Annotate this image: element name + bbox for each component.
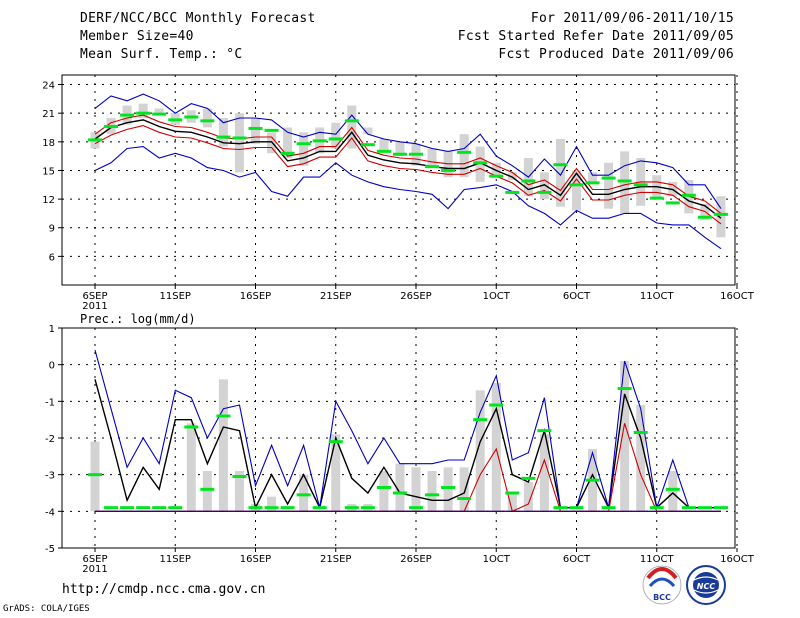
range-bar bbox=[331, 122, 341, 149]
range-bar bbox=[507, 172, 517, 180]
x-tick-label: 11SEP bbox=[160, 291, 191, 302]
temperature-panel: 6 9 12 15 18 21 24 6SEP 11SEP 16SEP 21SEP 26SEP 1OCT… bbox=[42, 74, 755, 312]
range-bar bbox=[234, 113, 244, 173]
range-bar bbox=[331, 434, 341, 512]
x-tick-label: 11OCT bbox=[640, 291, 675, 302]
chart-title: DERF/NCC/BCC Monthly Forecast bbox=[80, 11, 316, 26]
forecast-period: For 2011/09/06-2011/10/15 bbox=[530, 11, 734, 26]
range-bar bbox=[283, 127, 293, 159]
range-bar bbox=[411, 467, 421, 512]
x-tick-label: 6SEP bbox=[82, 291, 107, 302]
variable-label: Mean Surf. Temp.: °C bbox=[80, 47, 243, 62]
member-size: Member Size=40 bbox=[80, 29, 194, 44]
x-tick-label: 1OCT bbox=[483, 291, 511, 302]
range-bar bbox=[234, 471, 244, 512]
series-upper-inner bbox=[94, 114, 722, 214]
y-tick-label: 12 bbox=[42, 195, 55, 206]
series-upper-outer bbox=[94, 93, 722, 209]
range-bar bbox=[620, 361, 630, 512]
range-bar bbox=[459, 467, 469, 512]
range-bar bbox=[251, 117, 260, 144]
range-bar bbox=[555, 138, 565, 207]
x-tick-label: 21SEP bbox=[320, 291, 351, 302]
range-bar bbox=[668, 471, 678, 512]
y-tick-label: -4 bbox=[45, 507, 55, 518]
series-lower-outer bbox=[94, 146, 722, 250]
series-ensemble-mean bbox=[94, 379, 721, 511]
y-tick-label: 18 bbox=[42, 138, 55, 149]
x-tick-label: 26SEP bbox=[400, 554, 431, 565]
x-tick-label: 21SEP bbox=[320, 554, 351, 565]
y-tick-label: 21 bbox=[42, 109, 55, 120]
x-tick-label: 6OCT bbox=[563, 291, 591, 302]
range-bar bbox=[443, 467, 453, 512]
refer-date: Fcst Started Refer Date 2011/09/05 bbox=[457, 29, 734, 44]
range-bar bbox=[427, 471, 437, 512]
series-upper-outer bbox=[94, 349, 721, 509]
x-tick-label: 16SEP bbox=[240, 554, 271, 565]
grads-credit: GrADS: COLA/IGES bbox=[3, 604, 90, 614]
range-bar bbox=[523, 482, 533, 512]
y-tick-label: -3 bbox=[45, 471, 55, 482]
x-tick-label: 11OCT bbox=[640, 554, 675, 565]
y-tick-label: 15 bbox=[42, 166, 55, 177]
y-tick-label: -2 bbox=[45, 434, 55, 445]
range-bar bbox=[267, 496, 277, 512]
series-lower-inner bbox=[94, 125, 722, 225]
range-bar bbox=[491, 383, 501, 512]
range-bar bbox=[299, 474, 309, 512]
x-year-label: 2011 bbox=[82, 301, 107, 312]
range-bar bbox=[427, 148, 437, 166]
range-bar bbox=[154, 108, 164, 116]
x-tick-label: 26SEP bbox=[400, 291, 431, 302]
plot-frame bbox=[61, 74, 736, 286]
range-bar bbox=[363, 127, 373, 135]
range-bar bbox=[604, 162, 614, 209]
y-tick-label: 6 bbox=[49, 252, 55, 263]
range-bar bbox=[539, 172, 549, 200]
range-bar bbox=[716, 196, 726, 238]
range-bar bbox=[572, 170, 581, 211]
range-bar bbox=[588, 172, 598, 182]
x-tick-label: 6OCT bbox=[563, 554, 591, 565]
range-bar bbox=[218, 117, 228, 147]
y-tick-label: 1 bbox=[49, 324, 55, 335]
x-tick-label: 16OCT bbox=[720, 554, 755, 565]
range-bar bbox=[636, 405, 646, 512]
x-tick-label: 1OCT bbox=[483, 554, 511, 565]
range-bar bbox=[459, 134, 469, 178]
produced-date: Fcst Produced Date 2011/09/06 bbox=[498, 47, 734, 62]
range-bar bbox=[186, 423, 196, 512]
range-bar bbox=[395, 141, 405, 157]
range-bar bbox=[475, 390, 485, 512]
y-tick-label: 0 bbox=[49, 361, 55, 372]
range-bar bbox=[395, 463, 405, 512]
range-bar bbox=[539, 434, 549, 512]
y-tick-label: -1 bbox=[45, 397, 55, 408]
x-tick-label: 16OCT bbox=[720, 291, 755, 302]
range-bar bbox=[138, 103, 148, 118]
y-tick-label: 24 bbox=[42, 81, 55, 92]
range-bar bbox=[202, 108, 212, 128]
source-url[interactable]: http://cmdp.ncc.cma.gov.cn bbox=[62, 582, 266, 597]
range-bar bbox=[379, 138, 389, 152]
x-tick-label: 11SEP bbox=[160, 554, 191, 565]
range-bar bbox=[218, 379, 228, 512]
range-bar bbox=[202, 471, 212, 512]
series-ensemble-mean bbox=[94, 119, 722, 219]
range-bar bbox=[379, 471, 389, 512]
x-tick-label: 6SEP bbox=[82, 554, 107, 565]
range-bar bbox=[90, 441, 100, 512]
y-tick-label: -5 bbox=[45, 544, 55, 555]
x-tick-label: 16SEP bbox=[240, 291, 271, 302]
y-tick-label: 9 bbox=[49, 224, 55, 235]
range-bar bbox=[299, 132, 309, 166]
x-year-label: 2011 bbox=[82, 564, 107, 575]
range-bar bbox=[507, 493, 517, 512]
precip-panel-title: Prec.: log(mm/d) bbox=[80, 312, 196, 326]
